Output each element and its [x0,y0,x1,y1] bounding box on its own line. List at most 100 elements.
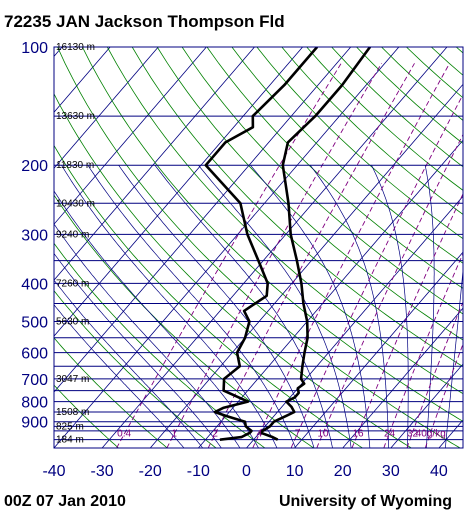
dry-adiabat-line [106,47,463,395]
plot-frame [53,46,464,449]
sounding-profiles [204,47,372,441]
temperature-tick-label: -30 [91,463,114,480]
moist-adiabat-line [54,252,222,448]
temperature-tick-label: 10 [286,463,304,480]
mixing-ratio-line [207,63,415,448]
moist-adiabat-line [309,164,389,448]
height-label: 10430 m [56,198,95,209]
mixing-ratio-label: 4 [257,429,263,440]
chart-title: 72235 JAN Jackson Thompson Fld [4,12,285,31]
dry-adiabat-line [181,47,463,315]
dry-adiabat-line [331,47,463,168]
dry-adiabat-line [356,47,463,145]
dry-adiabat-line [131,47,463,368]
mixing-ratio-line [424,342,463,448]
isotherm-line [54,47,255,281]
pressure-tick-label: 200 [21,158,48,175]
height-label: 1508 m [56,407,89,418]
height-label: 3047 m [56,374,89,385]
moist-adiabat-line [371,165,409,448]
dry-adiabat-line [431,47,463,76]
mixing-ratio-line [166,63,382,448]
temperature-axis: -40 -30 -20 -10 0 10 20 30 40 [42,463,448,480]
dry-adiabat-line [54,384,119,448]
pressure-tick-label: 500 [21,314,48,331]
mixing-ratio-label: 32 [407,429,419,440]
height-label: 825 m [56,421,84,432]
dry-adiabat-line [206,47,463,289]
dry-adiabats [54,47,463,448]
mixing-ratio-line [383,252,463,448]
moist-adiabat-line [54,190,259,448]
moist-adiabat-line [154,164,333,448]
height-label: 16130 m [56,42,95,53]
moist-adiabat-line [118,164,315,448]
moist-adiabat-line [87,165,296,448]
pressure-tick-label: 800 [21,395,48,412]
pressure-tick-label: 100 [21,40,48,57]
temperature-tick-label: 20 [334,463,352,480]
dewpoint-profile [204,47,319,441]
isotherm-line [54,47,159,169]
dry-adiabat-line [57,47,461,448]
pressure-tick-label: 400 [21,276,48,293]
dry-adiabat-line [54,92,412,448]
mixing-ratio-label: 7 [295,429,301,440]
mixing-ratio-line [316,133,463,448]
mixing-ratio-label: 16 [352,429,364,440]
isotherm-line [54,47,303,337]
pressure-tick-label: 900 [21,415,48,432]
moist-adiabats [54,164,463,448]
footer-datetime: 00Z 07 Jan 2010 [4,493,126,510]
mixing-ratio-label: 40g/kg [416,429,446,440]
isotherm-line [246,195,463,448]
moist-adiabat-line [445,265,463,448]
mixing-ratio-label: 24 [384,429,396,440]
dry-adiabat-line [82,47,463,422]
isotherm-line [390,363,463,448]
dry-adiabat-line [54,290,217,448]
dry-adiabat-line [256,47,463,240]
temperature-tick-label: 40 [430,463,448,480]
moist-adiabat-line [54,279,204,448]
mixing-ratio-label: 2 [212,429,218,440]
dry-adiabat-line [231,47,463,264]
temperature-tick-label: -10 [187,463,210,480]
footer-source: University of Wyoming [279,493,452,510]
moist-adiabat-line [54,304,185,448]
height-label: 5630 m [56,316,89,327]
mixing-ratio-label: 10 [317,429,329,440]
moist-adiabat-line [54,223,241,448]
dry-adiabat-line [455,47,463,54]
dry-adiabat-line [54,242,266,448]
mixing-ratio-label: 1 [171,429,177,440]
dry-adiabat-line [156,47,463,341]
temperature-tick-label: -20 [139,463,162,480]
mixing-ratio-line [290,93,463,448]
isotherm-line [101,47,448,448]
height-labels: 16130 m 13630 m 11830 m 10430 m 9240 m 7260 m… [56,42,95,446]
pressure-axis: 100 200 300 400 500 600 700 800 900 [21,40,48,432]
pressure-tick-label: 700 [21,372,48,389]
temperature-profile [259,47,372,441]
height-label: 11830 m [56,160,94,171]
temperature-tick-label: 30 [382,463,400,480]
isotherm-line [342,307,463,448]
height-label: 184 m [56,435,84,446]
mixing-ratio-label: 0.4 [117,429,131,440]
height-label: 9240 m [56,229,89,240]
height-label: 7260 m [56,278,89,289]
temperature-tick-label: -40 [42,463,65,480]
mixing-ratio-lines [116,63,463,448]
dry-adiabat-line [281,47,463,215]
pressure-tick-label: 300 [21,227,48,244]
isotherm-line [294,251,463,448]
height-label: 13630 m [56,111,95,122]
dry-adiabat-line [54,337,168,448]
moist-adiabat-line [250,164,371,448]
plot-area [0,47,463,448]
isotherm-line [54,47,352,393]
isotherm-line [0,47,14,448]
mixing-ratio-line [252,63,450,448]
